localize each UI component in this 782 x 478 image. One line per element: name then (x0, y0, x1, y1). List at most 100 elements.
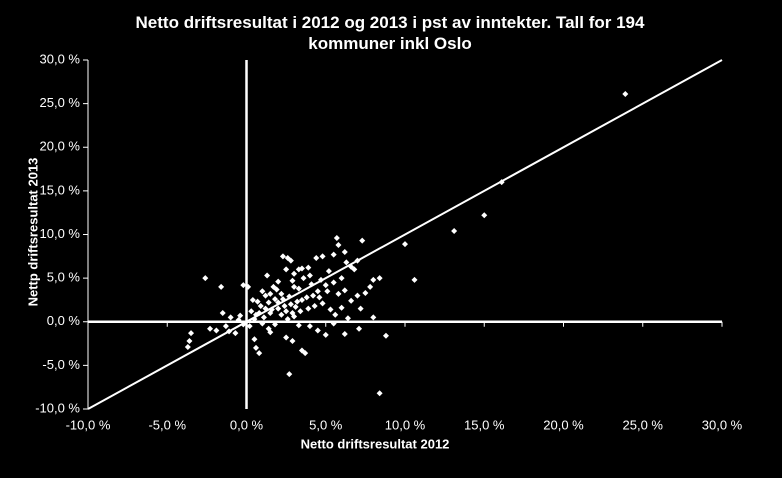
point (251, 336, 258, 343)
point (313, 255, 320, 262)
x-tick-label: 5,0 % (309, 417, 343, 432)
point (283, 334, 290, 341)
point (286, 293, 293, 300)
point (283, 308, 290, 315)
y-tick-label: -10,0 % (35, 400, 80, 415)
point (273, 286, 280, 293)
point (275, 305, 282, 312)
point (286, 371, 293, 378)
point (272, 296, 279, 303)
point (275, 278, 282, 285)
point (235, 317, 242, 324)
point (298, 265, 305, 272)
point (310, 292, 317, 299)
point (308, 281, 315, 288)
point (354, 292, 361, 299)
point (292, 303, 299, 310)
point (278, 311, 285, 318)
point (253, 344, 260, 351)
point (262, 305, 269, 312)
point (207, 325, 214, 332)
point (289, 277, 296, 284)
point (622, 91, 629, 98)
point (297, 308, 304, 315)
point (341, 330, 348, 337)
point (249, 296, 256, 303)
point (325, 268, 332, 275)
point (287, 257, 294, 264)
point (259, 320, 266, 327)
point (343, 259, 350, 266)
y-tick-label: 25,0 % (40, 95, 81, 110)
point (259, 288, 266, 295)
point (348, 297, 355, 304)
point (222, 323, 229, 330)
y-tick-label: 5,0 % (47, 270, 81, 285)
point (305, 305, 312, 312)
point (354, 257, 361, 264)
point (317, 276, 324, 283)
point (322, 331, 329, 338)
point (186, 337, 193, 344)
point (289, 310, 296, 317)
point (311, 303, 318, 310)
point (302, 350, 309, 357)
point (219, 310, 226, 317)
point (306, 323, 313, 330)
y-tick-label: -5,0 % (42, 357, 80, 372)
x-tick-label: 25,0 % (623, 417, 664, 432)
point (367, 283, 374, 290)
point (300, 275, 307, 282)
point (232, 330, 239, 337)
point (298, 296, 305, 303)
point (265, 299, 272, 306)
point (338, 304, 345, 311)
point (306, 272, 313, 279)
point (281, 303, 288, 310)
point (341, 287, 348, 294)
point (376, 275, 383, 282)
point (278, 290, 285, 297)
point (275, 299, 282, 306)
point (254, 298, 261, 305)
point (294, 298, 301, 305)
point (184, 344, 191, 351)
point (335, 241, 342, 248)
x-tick-label: 30,0 % (702, 417, 743, 432)
y-tick-label: 20,0 % (40, 139, 81, 154)
point (335, 290, 342, 297)
point (188, 330, 195, 337)
point (295, 285, 302, 292)
point (291, 270, 298, 277)
point (257, 303, 264, 310)
point (356, 325, 363, 332)
y-axis-label: Nettp driftsresultat 2013 (25, 158, 40, 307)
point (227, 314, 234, 321)
point (267, 290, 274, 297)
diagonal-line (87, 59, 723, 410)
point (411, 276, 418, 283)
y-tick-label: 0,0 % (47, 313, 81, 328)
point (344, 315, 351, 322)
point (262, 292, 269, 299)
x-axis-label: Netto driftsresultat 2012 (301, 436, 450, 451)
point (253, 311, 260, 318)
point (246, 323, 253, 330)
point (218, 283, 225, 290)
x-tick-label: -5,0 % (148, 417, 186, 432)
point (268, 306, 275, 313)
point (303, 294, 310, 301)
point (327, 306, 334, 313)
point (245, 283, 252, 290)
point (272, 321, 279, 328)
point (319, 300, 326, 307)
point (338, 275, 345, 282)
point (330, 279, 337, 286)
point (314, 327, 321, 334)
point (314, 288, 321, 295)
point (202, 275, 209, 282)
point (324, 288, 331, 295)
point (351, 266, 358, 273)
